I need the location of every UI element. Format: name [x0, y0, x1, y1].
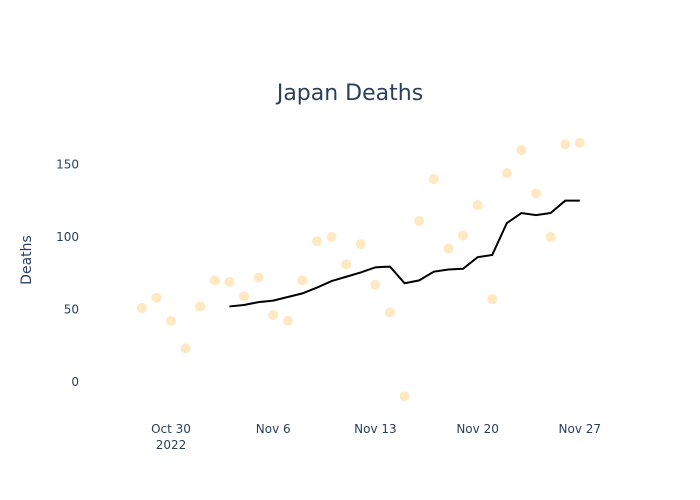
scatter-point: [443, 243, 454, 254]
scatter-point: [151, 292, 162, 303]
scatter-point: [268, 310, 279, 321]
y-tick-label: 150: [56, 157, 79, 171]
trend-line: [229, 199, 580, 308]
scatter-point: [239, 291, 249, 302]
x-tick-label: Nov 6: [256, 422, 291, 436]
scatter-point: [458, 230, 468, 241]
scatter-points: [136, 137, 585, 402]
scatter-point: [355, 239, 366, 250]
scatter-point: [574, 137, 585, 148]
scatter-point: [531, 188, 541, 199]
y-axis-label: Deaths: [19, 235, 35, 285]
x-tick-label: Nov 20: [456, 422, 499, 436]
scatter-point: [209, 275, 220, 286]
scatter-point: [516, 144, 527, 155]
scatter-point: [312, 236, 322, 247]
x-tick-year-label: 2022: [156, 438, 187, 452]
y-tick-label: 50: [64, 302, 79, 316]
scatter-point: [166, 315, 176, 326]
scatter-point: [136, 302, 147, 313]
scatter-point: [341, 259, 352, 270]
x-tick-label: Nov 27: [559, 422, 602, 436]
scatter-point: [253, 272, 264, 283]
scatter-point: [501, 168, 512, 179]
scatter-point: [385, 307, 395, 318]
scatter-point: [370, 279, 381, 290]
scatter-point: [180, 343, 191, 354]
scatter-point: [282, 315, 293, 326]
scatter-point: [326, 231, 337, 242]
scatter-point: [414, 215, 425, 226]
x-tick-label: Nov 13: [354, 422, 397, 436]
scatter-point: [428, 173, 439, 184]
scatter-point: [545, 231, 556, 242]
y-axis-ticks: 0 50 100 150: [56, 157, 79, 388]
scatter-point: [560, 139, 571, 150]
scatter-point: [297, 275, 308, 286]
scatter-point: [399, 391, 410, 402]
scatter-point: [487, 294, 498, 305]
scatter-point: [224, 276, 235, 287]
y-tick-label: 100: [56, 230, 79, 244]
x-axis-ticks: Oct 30 2022 Nov 6 Nov 13 Nov 20 Nov 27: [151, 422, 601, 452]
x-tick-label: Oct 30: [151, 422, 191, 436]
scatter-point: [472, 200, 483, 211]
chart-title: Japan Deaths: [275, 81, 423, 106]
scatter-point: [195, 301, 206, 312]
y-tick-label: 0: [71, 375, 79, 389]
